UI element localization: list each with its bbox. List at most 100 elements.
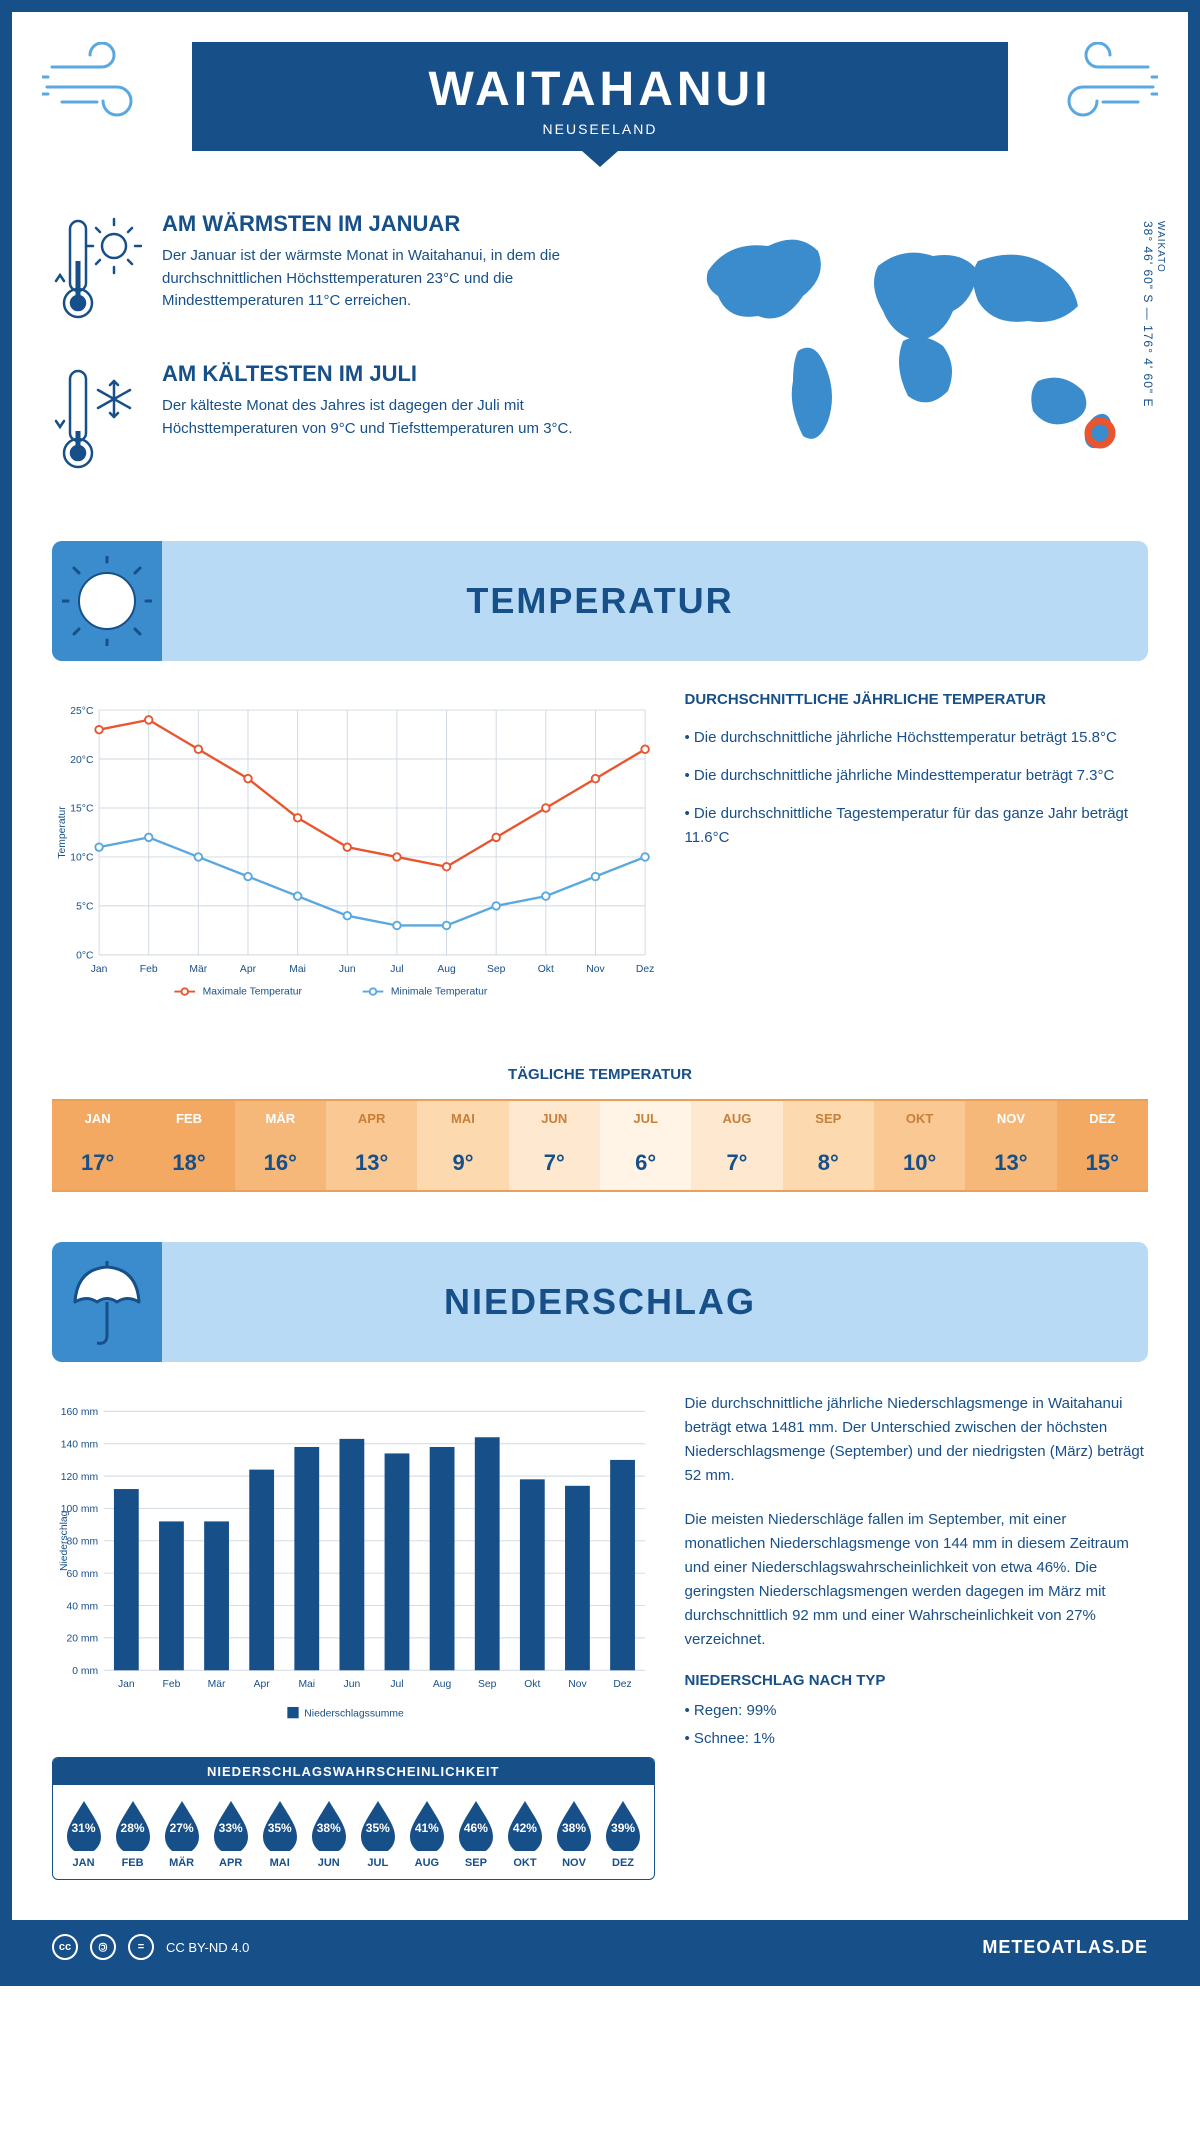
temp-bullet: • Die durchschnittliche jährliche Mindes… [685,764,1148,788]
nd-icon: = [128,1934,154,1960]
svg-text:Mai: Mai [298,1679,315,1690]
svg-text:5°C: 5°C [76,902,94,913]
fact-cold-text: Der kälteste Monat des Jahres ist dagege… [162,395,638,440]
content: WAITAHANUI NEUSEELAND AM WÄRMSTEN IM [12,12,1188,1880]
prob-cell: 38%NOV [549,1799,598,1869]
svg-text:40 mm: 40 mm [67,1601,99,1612]
svg-text:20°C: 20°C [70,755,94,766]
svg-text:Jul: Jul [390,1679,403,1690]
svg-text:Sep: Sep [487,964,506,975]
prob-cell: 41%AUG [402,1799,451,1869]
daily-cell: JAN17° [52,1101,143,1190]
svg-text:Apr: Apr [254,1679,271,1690]
svg-text:Nov: Nov [568,1679,587,1690]
svg-text:Mai: Mai [289,964,306,975]
svg-text:0 mm: 0 mm [72,1666,98,1677]
fact-warm: AM WÄRMSTEN IM JANUAR Der Januar ist der… [52,211,638,331]
prob-row: 31%JAN28%FEB27%MÄR33%APR35%MAI38%JUN35%J… [53,1785,654,1879]
page: WAITAHANUI NEUSEELAND AM WÄRMSTEN IM [0,0,1200,1986]
svg-text:20 mm: 20 mm [67,1634,99,1645]
daily-cell: MAI9° [417,1101,508,1190]
page-subtitle: NEUSEELAND [192,121,1008,137]
prob-title: NIEDERSCHLAGSWAHRSCHEINLICHKEIT [53,1758,654,1785]
daily-cell: NOV13° [965,1101,1056,1190]
facts-col: AM WÄRMSTEN IM JANUAR Der Januar ist der… [52,211,638,511]
svg-text:140 mm: 140 mm [61,1439,98,1450]
svg-text:10°C: 10°C [70,853,94,864]
precipitation-probability-box: NIEDERSCHLAGSWAHRSCHEINLICHKEIT 31%JAN28… [52,1757,655,1880]
cc-icon: cc [52,1934,78,1960]
daily-cell: JUL6° [600,1101,691,1190]
sun-icon [62,556,152,646]
fact-warm-text: Der Januar ist der wärmste Monat in Wait… [162,245,638,313]
temperature-info: DURCHSCHNITTLICHE JÄHRLICHE TEMPERATUR •… [685,691,1148,1026]
banner-accent [52,1242,162,1362]
svg-text:Feb: Feb [140,964,158,975]
fact-warm-title: AM WÄRMSTEN IM JANUAR [162,211,638,237]
svg-text:Feb: Feb [163,1679,181,1690]
prob-cell: 28%FEB [108,1799,157,1869]
svg-text:Dez: Dez [636,964,654,975]
svg-text:Apr: Apr [240,964,257,975]
svg-text:Okt: Okt [524,1679,540,1690]
precipitation-section: 0 mm20 mm40 mm60 mm80 mm100 mm120 mm140 … [52,1392,1148,1880]
precip-para: Die meisten Niederschläge fallen im Sept… [685,1508,1148,1652]
region-label: WAIKATO [1155,221,1166,403]
daily-cell: MÄR16° [235,1101,326,1190]
temp-info-heading: DURCHSCHNITTLICHE JÄHRLICHE TEMPERATUR [685,691,1148,708]
svg-text:0°C: 0°C [76,951,94,962]
svg-text:Jan: Jan [91,964,108,975]
prob-cell: 35%JUL [353,1799,402,1869]
daily-cell: APR13° [326,1101,417,1190]
daily-temp-table: JAN17°FEB18°MÄR16°APR13°MAI9°JUN7°JUL6°A… [52,1099,1148,1192]
temperature-banner: TEMPERATUR [52,541,1148,661]
svg-text:Jun: Jun [339,964,356,975]
prob-cell: 39%DEZ [599,1799,648,1869]
svg-text:Minimale Temperatur: Minimale Temperatur [391,986,488,997]
svg-text:Temperatur: Temperatur [57,806,68,859]
precipitation-chart: 0 mm20 mm40 mm60 mm80 mm100 mm120 mm140 … [52,1392,655,1732]
prob-cell: 35%MAI [255,1799,304,1869]
daily-temp-title: TÄGLICHE TEMPERATUR [52,1066,1148,1083]
fact-cold: AM KÄLTESTEN IM JULI Der kälteste Monat … [52,361,638,481]
precip-type-bullet: • Regen: 99% [685,1699,1148,1723]
svg-text:Mär: Mär [189,964,207,975]
precipitation-info: Die durchschnittliche jährliche Niedersc… [685,1392,1148,1880]
svg-text:Jan: Jan [118,1679,135,1690]
prob-cell: 27%MÄR [157,1799,206,1869]
daily-cell: AUG7° [691,1101,782,1190]
daily-cell: DEZ15° [1057,1101,1148,1190]
precip-type-bullet: • Schnee: 1% [685,1727,1148,1751]
svg-text:Aug: Aug [433,1679,452,1690]
svg-text:120 mm: 120 mm [61,1472,98,1483]
svg-text:15°C: 15°C [70,804,94,815]
svg-text:Maximale Temperatur: Maximale Temperatur [203,986,303,997]
precip-para: Die durchschnittliche jährliche Niedersc… [685,1392,1148,1488]
coords-label: 38° 46' 60" S — 176° 4' 60" E [1141,221,1155,407]
header: WAITAHANUI NEUSEELAND [192,42,1008,151]
coordinates: WAIKATO 38° 46' 60" S — 176° 4' 60" E [1141,221,1166,407]
daily-cell: SEP8° [783,1101,874,1190]
license-label: CC BY-ND 4.0 [166,1940,249,1955]
svg-text:Jun: Jun [344,1679,361,1690]
svg-text:160 mm: 160 mm [61,1407,98,1418]
page-title: WAITAHANUI [192,62,1008,117]
temp-bullet: • Die durchschnittliche Tagestemperatur … [685,802,1148,850]
temperature-chart: 0°C5°C10°C15°C20°C25°CJanFebMärAprMaiJun… [52,691,655,1026]
by-icon: 🄯 [90,1934,116,1960]
footer-license: cc 🄯 = CC BY-ND 4.0 [52,1934,249,1960]
footer-site: METEOATLAS.DE [982,1937,1148,1958]
wind-icon [42,42,152,122]
fact-cold-title: AM KÄLTESTEN IM JULI [162,361,638,387]
svg-text:Niederschlagssumme: Niederschlagssumme [304,1708,404,1719]
precipitation-left: 0 mm20 mm40 mm60 mm80 mm100 mm120 mm140 … [52,1392,655,1880]
precipitation-banner: NIEDERSCHLAG [52,1242,1148,1362]
temperature-heading: TEMPERATUR [162,580,1148,622]
svg-text:60 mm: 60 mm [67,1569,99,1580]
daily-cell: OKT10° [874,1101,965,1190]
svg-text:Okt: Okt [538,964,554,975]
svg-text:Niederschlag: Niederschlag [59,1510,70,1571]
precip-type-heading: NIEDERSCHLAG NACH TYP [685,1672,1148,1689]
svg-text:Sep: Sep [478,1679,497,1690]
svg-text:80 mm: 80 mm [67,1537,99,1548]
